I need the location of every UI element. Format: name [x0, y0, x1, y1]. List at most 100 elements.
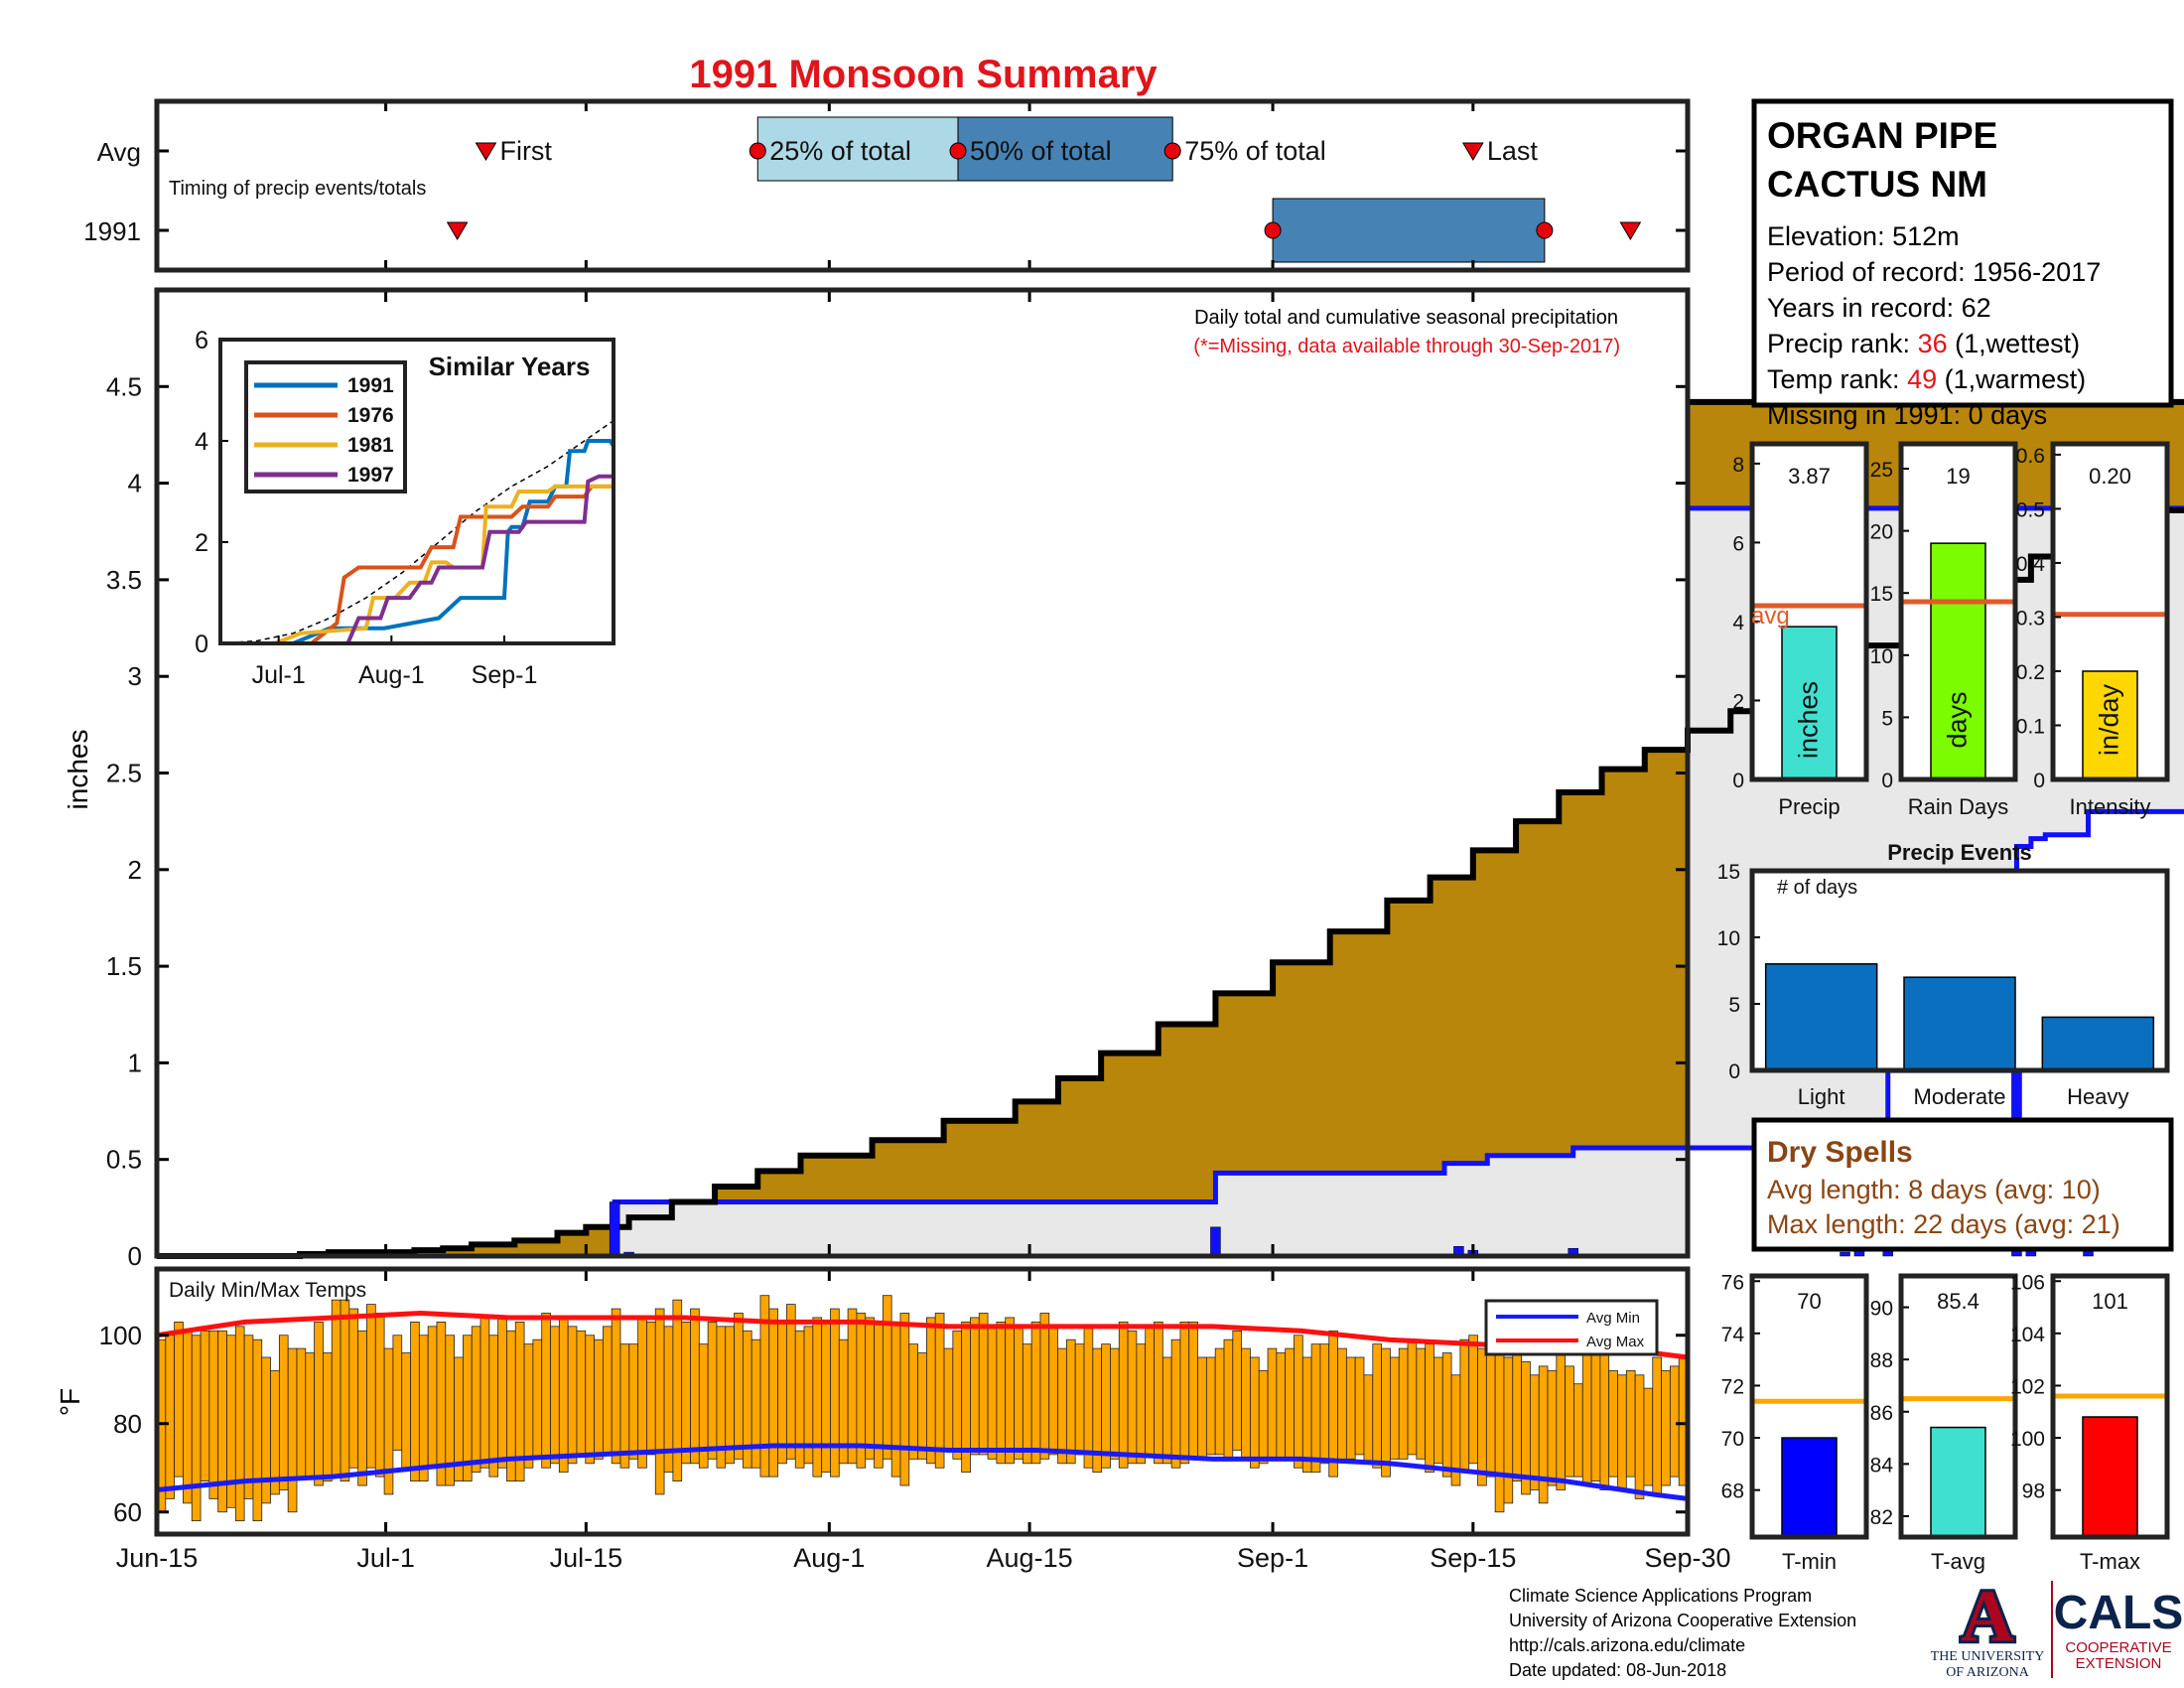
- inset-xtick-label: Jul-1: [252, 661, 306, 689]
- temps-ytick-label: 80: [113, 1409, 142, 1439]
- temp-summary-ytick-label: 84: [1870, 1454, 1894, 1477]
- temp-range-bar: [357, 1330, 367, 1486]
- inset-title: Similar Years: [429, 352, 591, 381]
- temp-range-bar: [576, 1330, 587, 1456]
- temp-summary-ytick-label: 102: [2010, 1375, 2045, 1398]
- temp-range-bar: [1301, 1356, 1312, 1474]
- temp-range-bar: [1407, 1338, 1418, 1456]
- summary-category-label: Rain Days: [1908, 794, 2008, 819]
- date-tick-label: Sep-30: [1644, 1543, 1730, 1573]
- temp-range-bar: [734, 1313, 744, 1460]
- temp-range-bar: [1083, 1326, 1094, 1469]
- temp-range-bar: [1310, 1343, 1321, 1474]
- temp-range-bar: [952, 1330, 963, 1460]
- events-ytick-label: 5: [1728, 994, 1740, 1017]
- temp-range-bar: [803, 1326, 814, 1465]
- events-ytick-label: 10: [1717, 927, 1740, 950]
- temp-range-bar: [1039, 1313, 1050, 1460]
- temp-range-bar: [296, 1347, 307, 1477]
- temp-range-bar: [366, 1304, 376, 1469]
- events-ylabel: # of days: [1777, 877, 1857, 899]
- temp-range-bar: [1661, 1369, 1671, 1486]
- temp-summary-bar-2: [2082, 1416, 2138, 1538]
- daily-precip-bar: [1210, 1226, 1221, 1257]
- y1991-q75-marker: [1536, 221, 1554, 239]
- temp-range-bar: [1127, 1330, 1138, 1465]
- temp-range-bar: [462, 1335, 473, 1482]
- temp-range-bar: [654, 1308, 665, 1495]
- temp-range-bar: [1074, 1343, 1085, 1456]
- main-frame: [154, 287, 1691, 1259]
- temp-summary-ytick-label: 88: [1870, 1349, 1893, 1372]
- temp-range-bar: [917, 1352, 927, 1460]
- date-tick-label: Jun-15: [116, 1543, 199, 1573]
- temp-range-bar: [1565, 1365, 1574, 1477]
- date-tick-label: Sep-1: [1237, 1543, 1308, 1573]
- temp-range-bar: [821, 1322, 831, 1474]
- inset-legend-label: 1976: [347, 404, 394, 427]
- legend-avg-min-label: Avg Min: [1586, 1310, 1640, 1327]
- temp-range-bar: [567, 1326, 578, 1465]
- summary-ytick-label: 0.6: [2016, 445, 2045, 468]
- temp-range-bar: [585, 1335, 595, 1465]
- cals-text1: COOPERATIVE: [2065, 1639, 2171, 1656]
- temp-range-bar: [1547, 1369, 1558, 1486]
- inset-ytick-label: 6: [195, 327, 208, 354]
- temp-range-bar: [1188, 1322, 1198, 1460]
- temp-range-bar: [183, 1330, 193, 1504]
- events-ytick-label: 0: [1728, 1060, 1740, 1083]
- temp-summary-bar-0: [1781, 1437, 1838, 1538]
- temp-range-bar: [690, 1308, 700, 1465]
- summary-bar-1: [1930, 542, 1986, 780]
- temp-range-bar: [243, 1335, 254, 1499]
- temp-range-bar: [681, 1322, 691, 1465]
- temp-range-bar: [1538, 1365, 1549, 1504]
- temp-range-bar: [418, 1335, 429, 1482]
- avg-q25-label: 25% of total: [769, 136, 911, 166]
- summary-avg-label: avg: [1751, 603, 1790, 630]
- station-period: Period of record: 1956-2017: [1767, 257, 2101, 287]
- temp-range-bar: [637, 1317, 647, 1469]
- avg-quartile-box-25-50: [756, 116, 959, 182]
- temp-range-bar: [672, 1299, 683, 1482]
- daily-temps-chart: 60 80 100 Jun-15 Jul-1 Jul-15 Aug-1 Aug-15 Sep-1…: [99, 1266, 1731, 1573]
- avg-last-label: Last: [1487, 136, 1539, 166]
- temp-range-bar: [1241, 1347, 1251, 1460]
- temp-summary-value-label: 101: [2092, 1289, 2128, 1314]
- summary-panel-frame: [1749, 441, 1869, 782]
- temp-range-bar: [1022, 1343, 1032, 1465]
- avg-first-marker: [475, 142, 497, 161]
- temp-range-bar: [314, 1322, 324, 1486]
- temp-range-bar: [1354, 1356, 1365, 1456]
- temp-range-bar: [1170, 1338, 1181, 1469]
- temp-range-bar: [471, 1326, 481, 1474]
- temp-summary-ytick-label: 74: [1721, 1324, 1745, 1346]
- temp-range-bar: [1573, 1383, 1583, 1477]
- dry-spells-title: Dry Spells: [1767, 1136, 1913, 1169]
- temp-range-bar: [558, 1317, 569, 1474]
- main-y-label: inches: [63, 730, 93, 810]
- main-ytick-label: 3.5: [106, 565, 142, 595]
- avg-quartile-box-50-75: [957, 116, 1173, 182]
- temp-range-bar: [550, 1326, 560, 1465]
- y1991-quartile-box: [1272, 198, 1546, 263]
- temp-range-bar: [970, 1317, 980, 1456]
- temp-range-bar: [1634, 1374, 1645, 1499]
- temp-range-bar: [978, 1313, 989, 1456]
- dry-spells-avg: Avg length: 8 days (avg: 10): [1767, 1175, 2101, 1204]
- temp-range-bar: [392, 1335, 403, 1451]
- temp-range-bar: [812, 1317, 823, 1477]
- main-ytick-label: 4.5: [106, 371, 142, 401]
- inset-legend-label: 1981: [347, 434, 394, 457]
- temp-range-bar: [165, 1335, 176, 1499]
- temps-frame: [154, 1266, 1691, 1537]
- temp-range-bar: [847, 1308, 858, 1465]
- temp-range-bar: [1337, 1347, 1347, 1460]
- temp-range-bar: [1459, 1338, 1470, 1474]
- events-frame: [1749, 868, 2170, 1073]
- temp-summary-ytick-label: 76: [1721, 1271, 1744, 1294]
- missing-note: (*=Missing, data available through 30-Se…: [1193, 336, 1620, 357]
- summary-bar-2: [2082, 670, 2138, 780]
- temp-range-bar: [1267, 1347, 1278, 1460]
